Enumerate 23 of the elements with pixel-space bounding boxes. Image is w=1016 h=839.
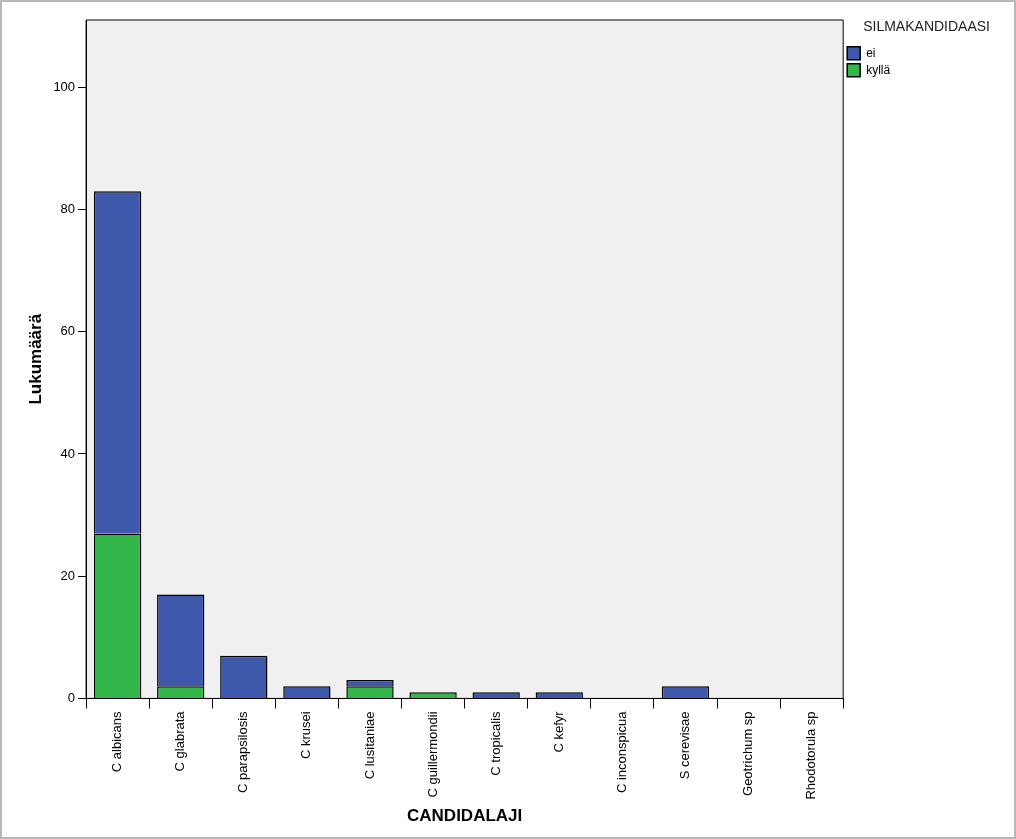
x-tick-label: Rhodotorula sp (803, 711, 819, 800)
x-tick-label: C tropicalis (487, 710, 503, 776)
x-tick-label: C inconspicua (613, 710, 629, 794)
y-axis-title: Lukumäärä (25, 313, 45, 405)
legend-title: SILMÄKANDIDAASI (863, 17, 991, 34)
y-tick-label: 100 (53, 78, 76, 94)
legend-label: kyllä (866, 62, 891, 77)
x-tick-label: C glabrata (172, 710, 188, 772)
y-tick-label: 80 (60, 201, 76, 217)
y-tick-label: 40 (60, 445, 76, 461)
y-tick-label: 0 (67, 690, 76, 706)
x-tick-label: C lusitaniae (361, 711, 377, 780)
x-axis-title: CANDIDALAJI (407, 806, 523, 826)
x-tick-label: C parapsilosis (235, 710, 251, 794)
x-tick-label: C krusei (298, 711, 314, 760)
x-tick-label: C kefyr (550, 710, 566, 753)
x-tick-label: C guillermondii (424, 711, 440, 798)
legend-label: ei (866, 45, 876, 60)
y-tick-label: 60 (60, 323, 76, 339)
x-tick-label: C albicans (109, 710, 125, 773)
x-tick-label: Geotrichum sp (740, 711, 756, 796)
x-tick-label: S cerevisae (677, 711, 693, 780)
y-tick-label: 20 (60, 567, 76, 583)
